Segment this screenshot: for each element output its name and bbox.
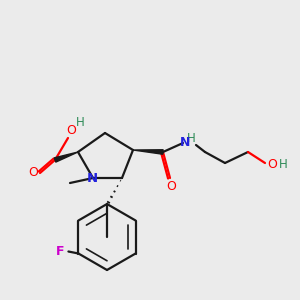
Text: N: N xyxy=(86,172,98,185)
Text: H: H xyxy=(187,133,195,146)
Text: F: F xyxy=(56,245,65,258)
Text: O: O xyxy=(66,124,76,136)
Text: H: H xyxy=(76,116,84,130)
Polygon shape xyxy=(54,152,78,162)
Text: O: O xyxy=(267,158,277,170)
Text: N: N xyxy=(180,136,190,148)
Text: O: O xyxy=(166,181,176,194)
Text: H: H xyxy=(279,158,287,170)
Text: O: O xyxy=(28,167,38,179)
Polygon shape xyxy=(133,150,163,154)
